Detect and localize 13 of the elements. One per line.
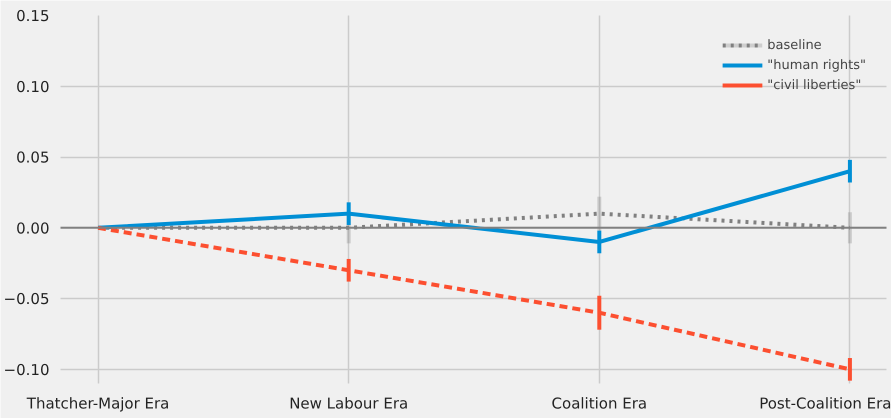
y-tick-label: 0.10	[16, 78, 50, 96]
legend-label: baseline	[767, 38, 822, 52]
y-tick-label: 0.15	[16, 7, 50, 25]
x-tick-label: New Labour Era	[289, 394, 408, 412]
y-tick-label: 0.05	[16, 148, 50, 167]
legend-label: "human rights"	[767, 58, 866, 72]
x-tick-label: Coalition Era	[552, 394, 648, 412]
y-tick-label: −0.05	[4, 290, 50, 308]
legend-label: "civil liberties"	[767, 78, 862, 92]
y-tick-label: −0.10	[4, 360, 50, 379]
x-tick-label: Post-Coalition Era	[759, 394, 891, 412]
y-tick-label: 0.00	[16, 219, 50, 238]
x-tick-label: Thatcher-Major Era	[26, 394, 170, 412]
